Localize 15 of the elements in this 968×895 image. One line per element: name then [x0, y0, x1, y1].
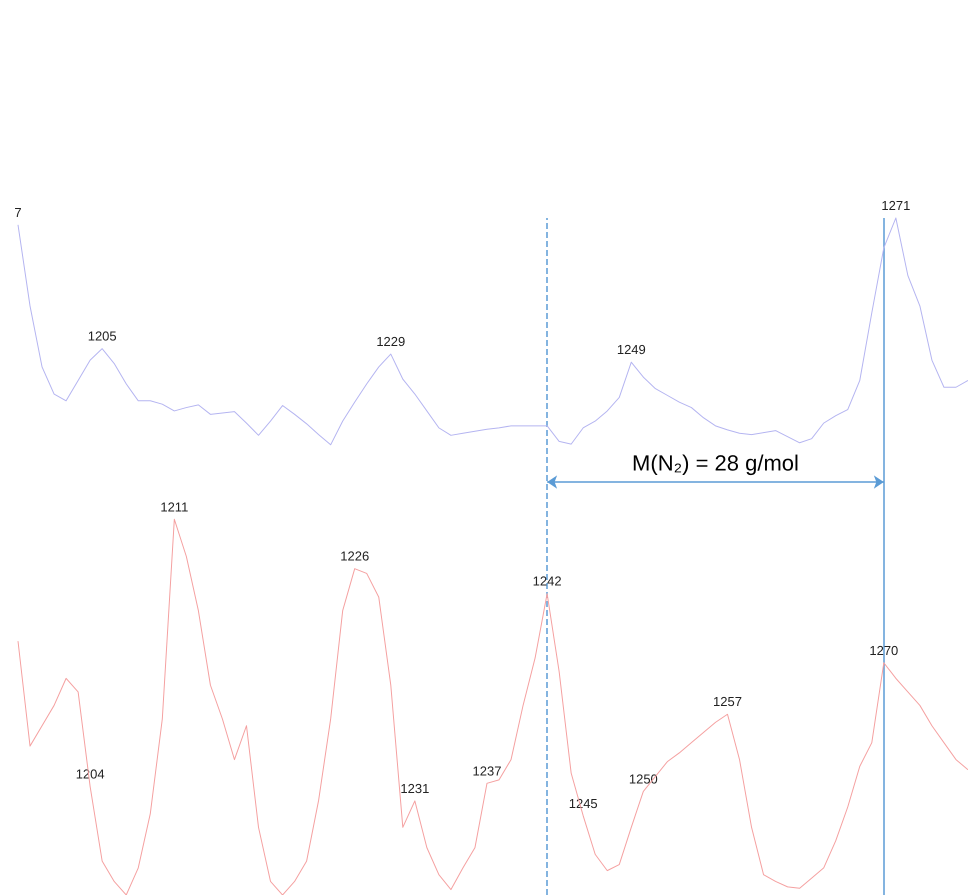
annotation: 1245 [568, 796, 598, 811]
annotation: 1211 [160, 499, 188, 514]
annotation: 1237 [472, 763, 502, 778]
annotation: 7 [14, 204, 22, 220]
annotation: 1231 [400, 780, 430, 796]
annotation: 1242 [532, 574, 562, 589]
annotation: 1229 [376, 334, 406, 350]
annotation: 1257 [713, 694, 742, 710]
annotation: 1250 [628, 771, 658, 786]
annotation: 1226 [340, 548, 370, 564]
annotation: 1249 [616, 342, 646, 358]
annotation: M(N₂) = 28 g/mol [632, 450, 799, 476]
annotation: 1205 [88, 328, 117, 344]
annotation: 1204 [76, 766, 105, 782]
annotation: 1271 [881, 198, 910, 213]
